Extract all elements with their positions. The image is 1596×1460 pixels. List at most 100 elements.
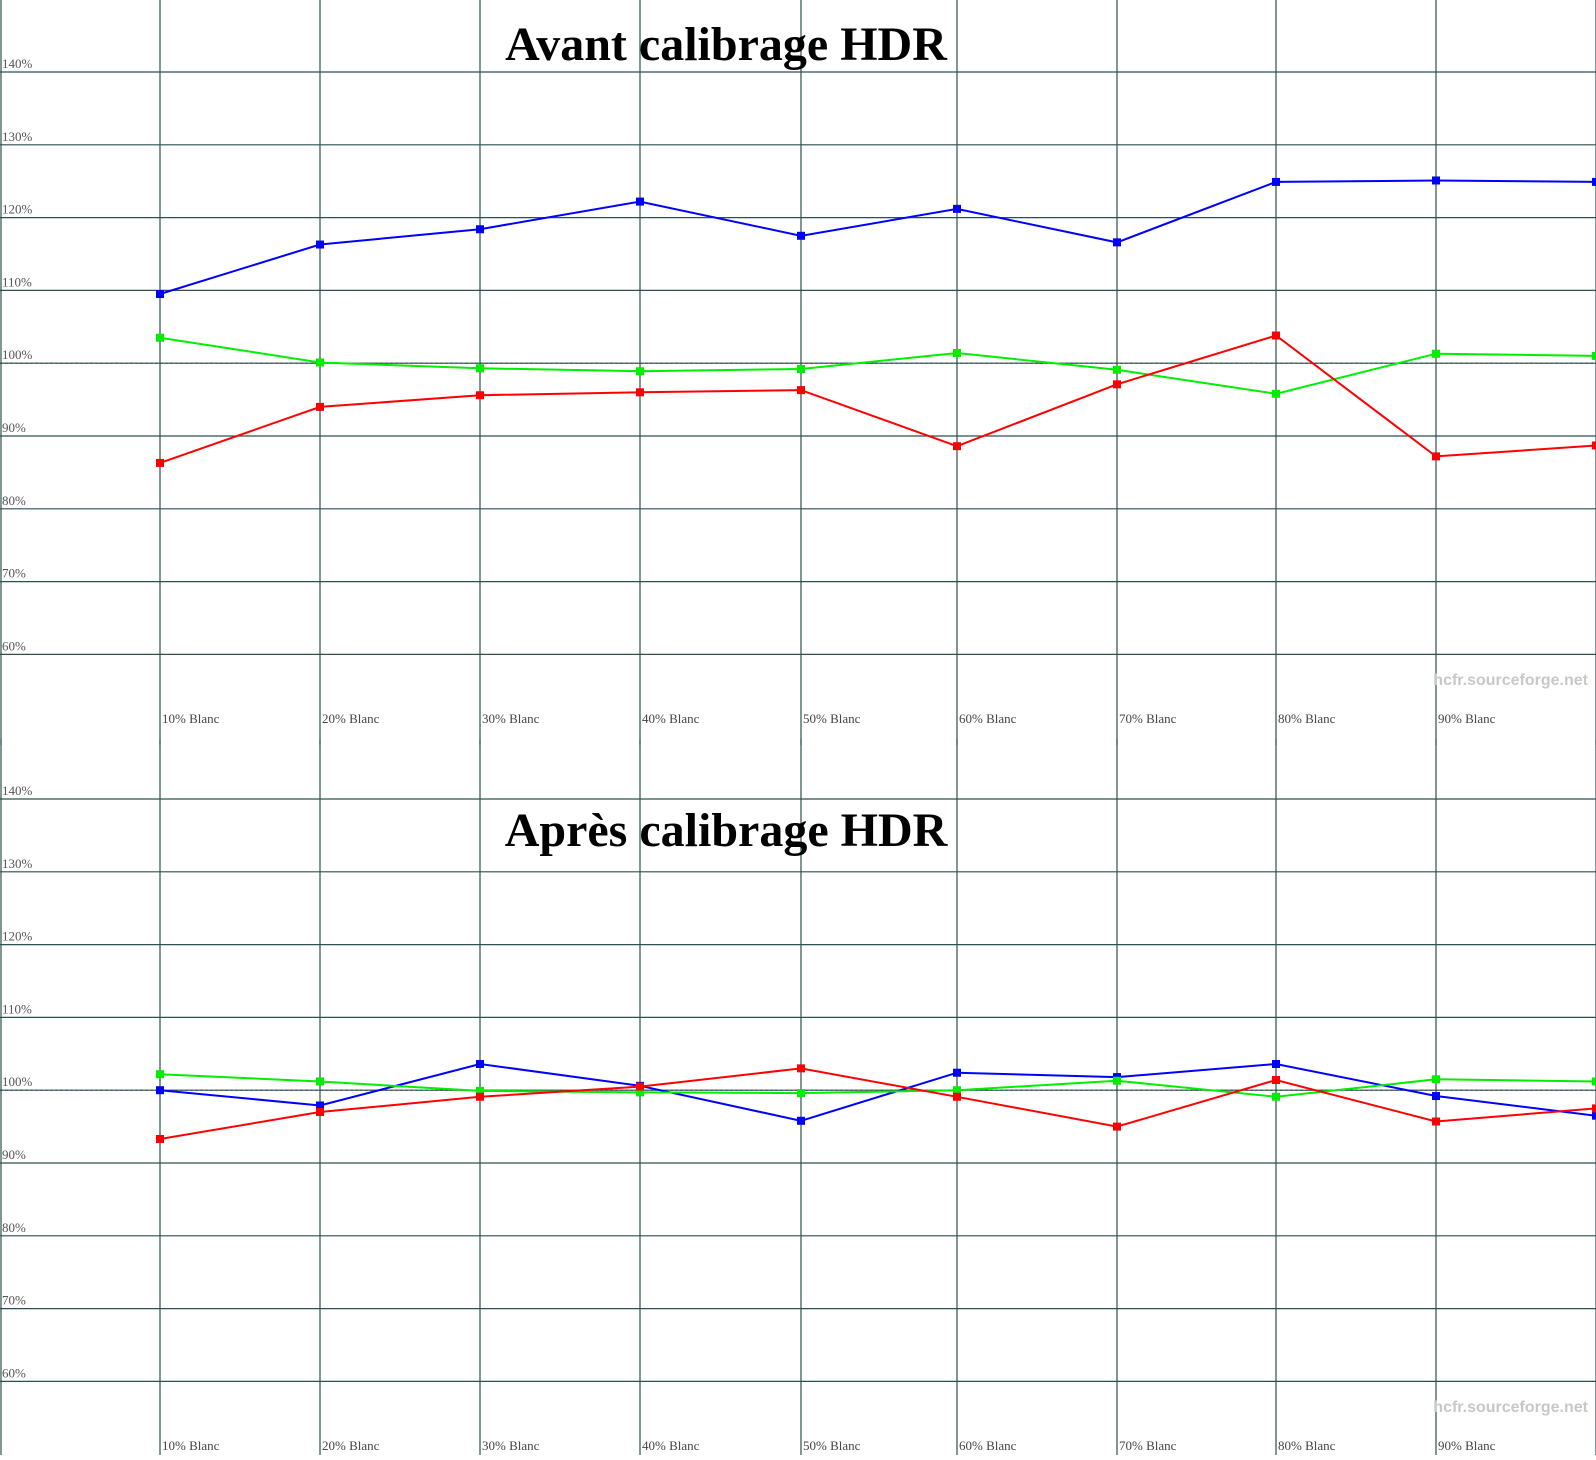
series-2-point xyxy=(797,1089,805,1098)
x-tick-label: 10% Blanc xyxy=(162,1438,220,1453)
x-tick-label: 50% Blanc xyxy=(803,1438,861,1453)
series-2-point xyxy=(476,364,484,373)
x-tick-label: 80% Blanc xyxy=(1278,1438,1336,1453)
chart-panel-1: 140% 130% 120% 110% 100% 90% 80% 70% 60% 10% Blan… xyxy=(0,0,1596,745)
chart-title: Avant calibrage HDR xyxy=(505,18,948,71)
x-tick-label: 30% Blanc xyxy=(482,1438,540,1453)
series-3-point xyxy=(636,388,644,397)
y-tick-label: 60% xyxy=(2,638,26,653)
y-tick-label: 140% xyxy=(2,56,33,71)
series-1-point xyxy=(156,1086,164,1095)
series-1-point xyxy=(1432,1092,1440,1101)
x-tick-label: 20% Blanc xyxy=(322,711,380,726)
x-tick-label: 60% Blanc xyxy=(959,1438,1017,1453)
series-1-point xyxy=(636,197,644,206)
series-2-point xyxy=(1432,1075,1440,1084)
series-3-point xyxy=(1113,380,1121,389)
series-line-2 xyxy=(159,1073,1596,1098)
series-3-point xyxy=(156,1134,164,1143)
series-2-point xyxy=(1432,349,1440,358)
series-2-point xyxy=(1272,389,1280,398)
series-2-point xyxy=(1272,1092,1280,1101)
y-tick-label: 120% xyxy=(2,202,33,217)
series-1-point xyxy=(1113,238,1121,247)
y-tick-label: 110% xyxy=(2,274,32,289)
x-tick-label: 70% Blanc xyxy=(1119,711,1177,726)
series-3-point xyxy=(476,391,484,400)
y-tick-label: 110% xyxy=(2,1001,32,1016)
y-tick-label: 80% xyxy=(2,493,26,508)
x-tick-label: 50% Blanc xyxy=(803,711,861,726)
y-tick-label: 120% xyxy=(2,929,33,944)
x-tick-label: 20% Blanc xyxy=(322,1438,380,1453)
y-tick-label: 100% xyxy=(2,347,33,362)
x-tick-label: 30% Blanc xyxy=(482,711,540,726)
y-tick-label: 80% xyxy=(2,1220,26,1235)
series-2-point xyxy=(636,367,644,376)
series-2-point xyxy=(476,1086,484,1095)
series-2-point xyxy=(1592,351,1596,360)
y-tick-label: 90% xyxy=(2,1147,26,1162)
series-line-3 xyxy=(159,334,1596,464)
series-1-point xyxy=(797,1116,805,1125)
series-1-point xyxy=(797,231,805,240)
series-1-point xyxy=(1592,1111,1596,1120)
series-3-point xyxy=(797,1064,805,1073)
series-2-point xyxy=(1592,1077,1596,1086)
series-1-point xyxy=(1592,177,1596,186)
series-3-point xyxy=(316,1108,324,1117)
series-1-point xyxy=(1272,177,1280,186)
y-tick-label: 60% xyxy=(2,1365,26,1380)
series-2-point xyxy=(316,1077,324,1086)
series-line-1 xyxy=(159,1062,1596,1122)
series-3-point xyxy=(1272,331,1280,340)
x-tick-label: 10% Blanc xyxy=(162,711,220,726)
series-3-point xyxy=(636,1082,644,1091)
series-1-point xyxy=(1432,176,1440,185)
series-2-point xyxy=(953,1086,961,1095)
series-2-point xyxy=(1113,1076,1121,1085)
series-1-point xyxy=(316,240,324,249)
series-2-point xyxy=(636,1088,644,1097)
series-3-point xyxy=(953,1092,961,1101)
y-tick-label: 70% xyxy=(2,566,26,581)
series-3-point xyxy=(476,1092,484,1101)
y-tick-label: 90% xyxy=(2,420,26,435)
series-3-point xyxy=(156,458,164,467)
series-3-point xyxy=(1272,1076,1280,1085)
chart-panel-2: 140% 130% 120% 110% 100% 90% 80% 70% 60% 10% Blan… xyxy=(0,739,1596,1455)
x-tick-label: 90% Blanc xyxy=(1438,711,1496,726)
series-1-point xyxy=(476,1059,484,1068)
series-2-point xyxy=(156,1070,164,1079)
series-3-point xyxy=(316,402,324,411)
chart-title: Après calibrage HDR xyxy=(505,804,949,857)
series-line-3 xyxy=(159,1067,1596,1140)
y-tick-label: 130% xyxy=(2,129,33,144)
series-1-point xyxy=(953,1068,961,1077)
series-2-point xyxy=(316,358,324,367)
series-1-point xyxy=(953,204,961,213)
y-tick-label: 130% xyxy=(2,856,33,871)
series-1-point xyxy=(476,225,484,234)
watermark-text: hcfr.sourceforge.net xyxy=(1433,1399,1588,1416)
series-3-point xyxy=(1432,452,1440,461)
series-3-point xyxy=(1592,441,1596,450)
x-tick-label: 40% Blanc xyxy=(642,711,700,726)
series-3-point xyxy=(1113,1122,1121,1131)
series-3-point xyxy=(797,386,805,395)
x-tick-label: 70% Blanc xyxy=(1119,1438,1177,1453)
series-1-point xyxy=(1272,1059,1280,1068)
series-2-point xyxy=(1113,365,1121,374)
watermark-text: hcfr.sourceforge.net xyxy=(1433,672,1588,689)
x-tick-label: 60% Blanc xyxy=(959,711,1017,726)
y-tick-label: 140% xyxy=(2,783,33,798)
series-line-2 xyxy=(159,336,1596,395)
x-tick-label: 80% Blanc xyxy=(1278,711,1336,726)
y-tick-label: 70% xyxy=(2,1293,26,1308)
series-2-point xyxy=(953,349,961,358)
series-3-point xyxy=(1432,1117,1440,1126)
series-1-point xyxy=(316,1101,324,1110)
x-tick-label: 40% Blanc xyxy=(642,1438,700,1453)
series-1-point xyxy=(156,290,164,299)
series-2-point xyxy=(797,365,805,374)
